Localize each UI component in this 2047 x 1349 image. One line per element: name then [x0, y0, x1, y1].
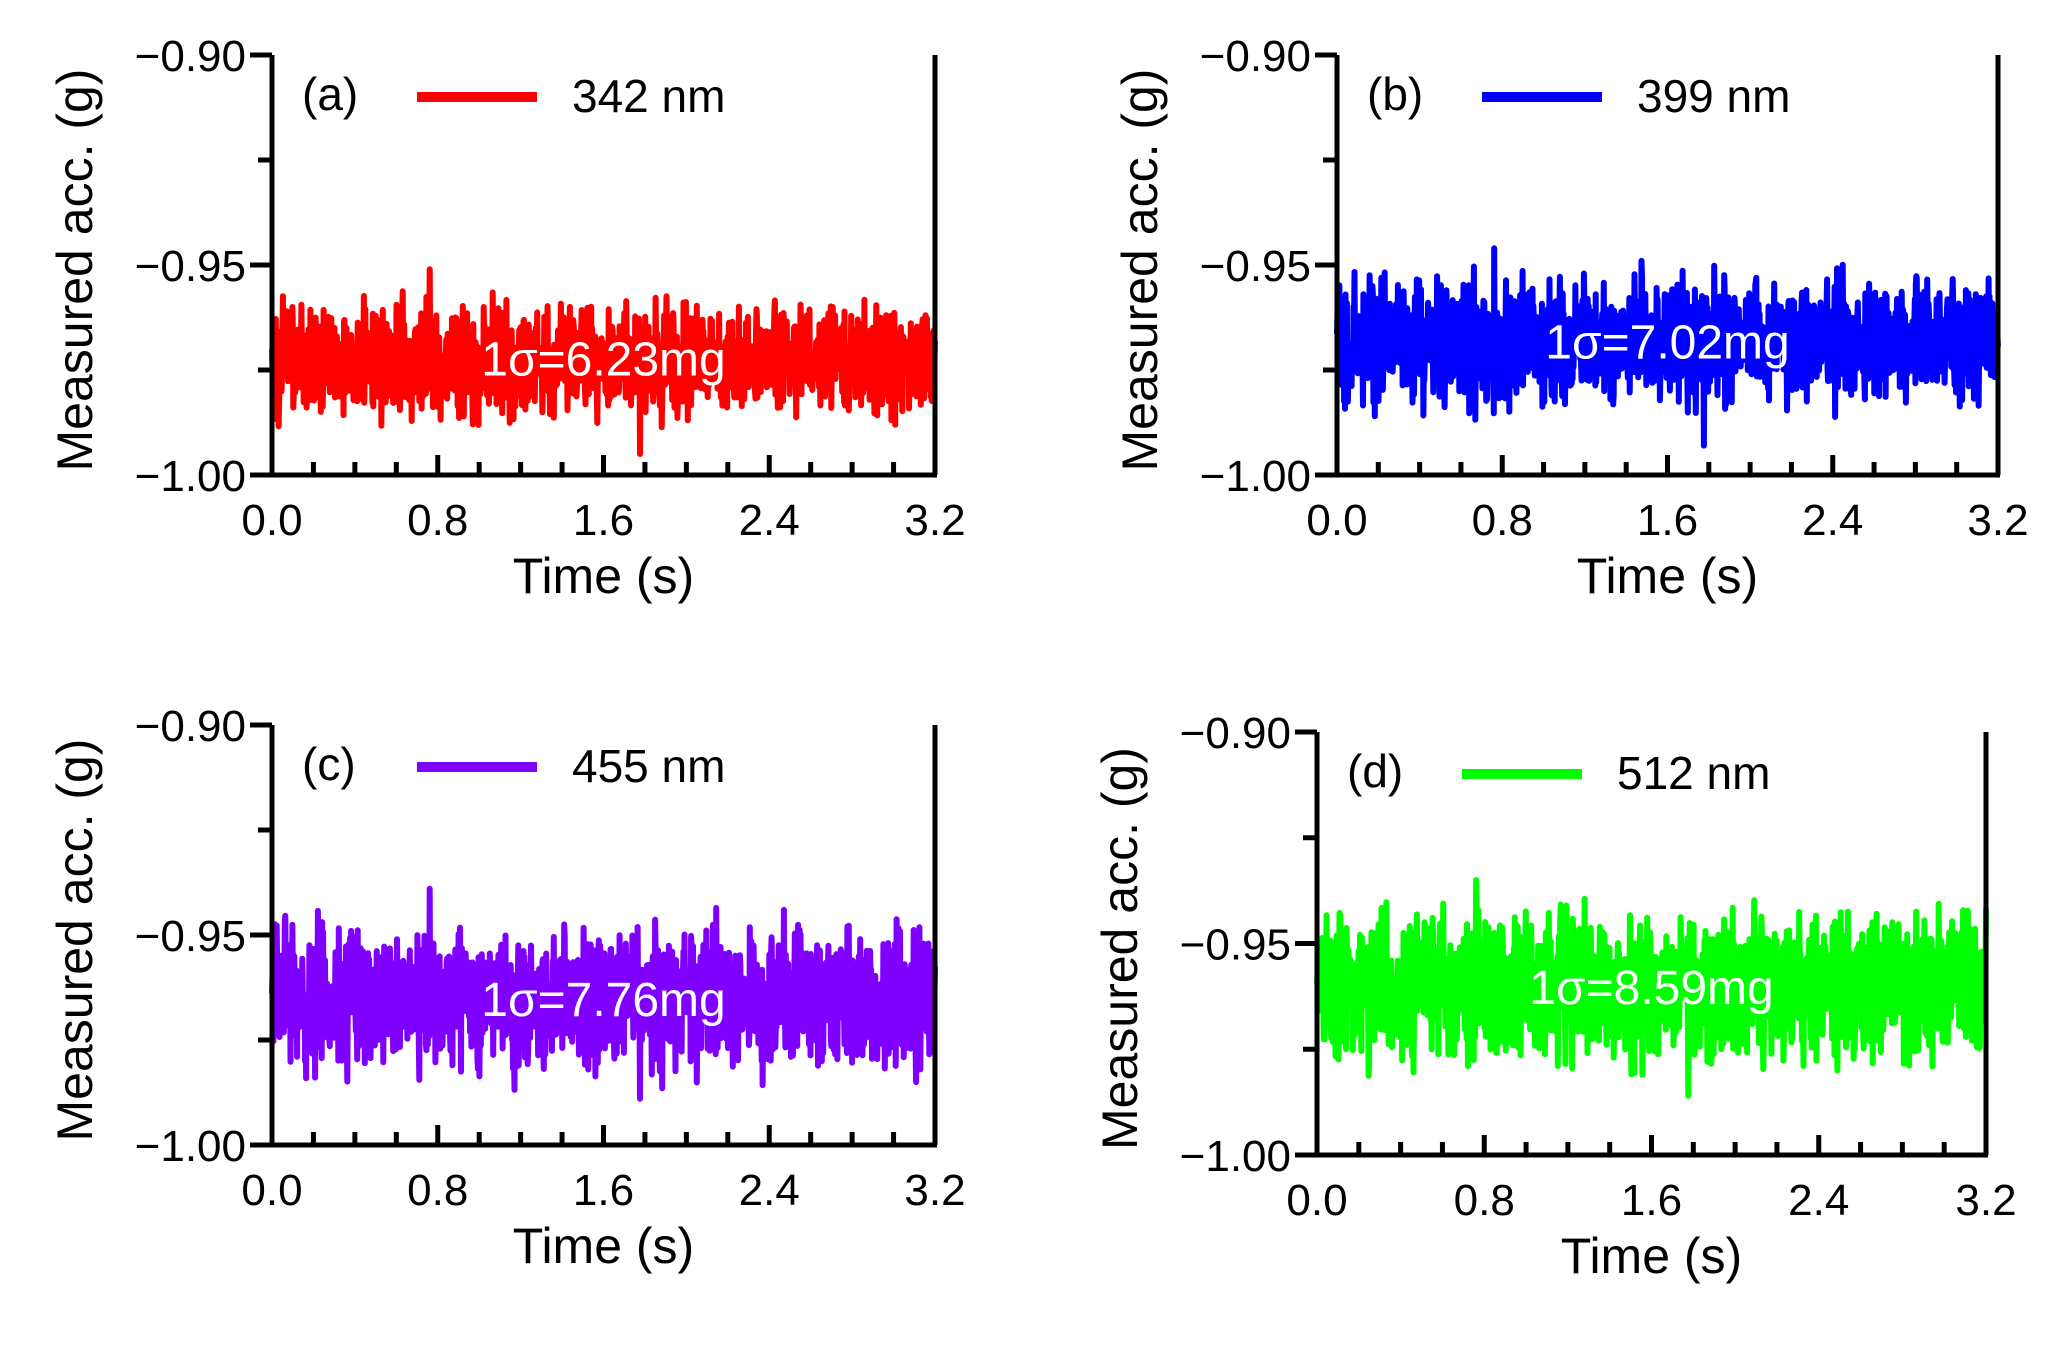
panel-label: (c): [302, 738, 356, 790]
x-tick-label: 0.0: [241, 1166, 302, 1215]
legend-label: 455 nm: [572, 740, 725, 792]
y-tick-label: −0.90: [1180, 709, 1291, 758]
sigma-annotation: 1σ=8.59mg: [1529, 962, 1773, 1015]
x-tick-label: 3.2: [1967, 496, 2028, 545]
y-tick-label: −0.95: [1200, 242, 1311, 291]
y-tick-label: −0.95: [135, 912, 246, 961]
y-tick-label: −1.00: [135, 1122, 246, 1171]
y-tick-label: −0.90: [1200, 32, 1311, 81]
y-axis-title: Measured acc. (g): [1092, 747, 1148, 1150]
x-tick-label: 2.4: [739, 1166, 800, 1215]
y-tick-label: −1.00: [135, 452, 246, 501]
x-tick-label: 0.8: [407, 496, 468, 545]
legend-label: 399 nm: [1637, 70, 1790, 122]
chart-panel-b: 1σ=7.02mg 0.0 0.8 1.6 2.4 3.2 −0.90 −0.95 −1.00 T…: [1112, 32, 2029, 604]
panel-label: (b): [1367, 68, 1423, 120]
x-tick-label: 3.2: [1955, 1176, 2016, 1225]
x-tick-label: 0.0: [1306, 496, 1367, 545]
panel-label: (a): [302, 68, 358, 120]
legend-label: 512 nm: [1617, 747, 1770, 799]
x-tick-label: 1.6: [1621, 1176, 1682, 1225]
x-tick-label: 0.0: [241, 496, 302, 545]
y-tick-label: −0.90: [135, 702, 246, 751]
sigma-annotation: 1σ=7.02mg: [1545, 317, 1789, 370]
series-line-b: [1334, 245, 2001, 449]
x-tick-label: 1.6: [573, 1166, 634, 1215]
chart-panel-c: 1σ=7.76mg 0.0 0.8 1.6 2.4 3.2 −0.90 −0.95 −1.00 T…: [47, 702, 966, 1274]
y-axis-title: Measured acc. (g): [47, 739, 103, 1142]
x-tick-label: 0.8: [1454, 1176, 1515, 1225]
series-line-c: [269, 885, 938, 1102]
series-line-a: [269, 266, 938, 457]
x-tick-label: 0.0: [1286, 1176, 1347, 1225]
y-tick-label: −0.95: [1180, 921, 1291, 970]
x-tick-label: 0.8: [407, 1166, 468, 1215]
x-tick-label: 3.2: [904, 496, 965, 545]
chart-panel-a: 1σ=6.23mg 0.0 0.8 1.6 2.4 3.2 −0.90 −0.95 −1.00 T…: [47, 32, 966, 604]
panel-label: (d): [1347, 745, 1403, 797]
y-tick-label: −1.00: [1200, 452, 1311, 501]
chart-panel-d: 1σ=8.59mg 0.0 0.8 1.6 2.4 3.2 −0.90 −0.95 −1.00 T…: [1092, 709, 2017, 1284]
y-axis-title: Measured acc. (g): [1112, 69, 1168, 472]
series-line-d: [1314, 877, 1989, 1099]
x-tick-label: 1.6: [1637, 496, 1698, 545]
x-tick-label: 2.4: [739, 496, 800, 545]
x-tick-label: 2.4: [1788, 1176, 1849, 1225]
legend-label: 342 nm: [572, 70, 725, 122]
x-axis-title: Time (s): [513, 548, 694, 604]
y-axis-title: Measured acc. (g): [47, 69, 103, 472]
y-tick-label: −0.95: [135, 242, 246, 291]
x-tick-label: 1.6: [573, 496, 634, 545]
x-axis-title: Time (s): [513, 1218, 694, 1274]
sigma-annotation: 1σ=6.23mg: [481, 334, 725, 387]
y-tick-label: −1.00: [1180, 1132, 1291, 1181]
sigma-annotation: 1σ=7.76mg: [481, 974, 725, 1027]
x-tick-label: 2.4: [1802, 496, 1863, 545]
x-tick-label: 3.2: [904, 1166, 965, 1215]
x-axis-title: Time (s): [1577, 548, 1758, 604]
x-tick-label: 0.8: [1472, 496, 1533, 545]
y-tick-label: −0.90: [135, 32, 246, 81]
x-axis-title: Time (s): [1561, 1228, 1742, 1284]
